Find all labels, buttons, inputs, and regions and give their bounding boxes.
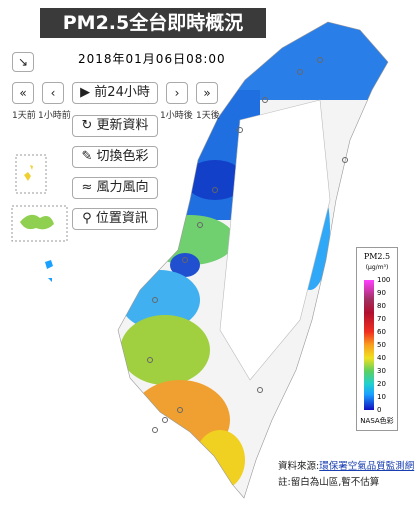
title: PM2.5全台即時概況 — [40, 8, 266, 38]
legend-tick-label: 20 — [377, 380, 386, 388]
island — [20, 214, 54, 230]
legend-tick-label: 100 — [377, 276, 391, 284]
button-label: 位置資訊 — [95, 211, 148, 226]
datetime: 2018年01月06日08:00 — [78, 52, 226, 66]
legend-unit: (μg/m³) — [365, 264, 389, 271]
next-button[interactable]: › — [166, 82, 188, 104]
button-label: 風力風向 — [96, 180, 149, 195]
color-button[interactable]: ✎ 切換色彩 — [72, 146, 158, 168]
penghu-box — [15, 154, 47, 194]
last-button[interactable]: » — [196, 82, 218, 104]
source-link[interactable]: 環保署空氣品質監測網 — [319, 461, 415, 472]
play-label: 前24小時 — [94, 85, 150, 100]
legend-note: NASA色彩 — [360, 417, 394, 425]
button-label: 更新資料 — [96, 118, 149, 133]
legend: PM2.5 (μg/m³) NASA色彩 100 90 80 70 60 50 40 30 20… — [356, 247, 398, 431]
legend-tick-label: 30 — [377, 367, 386, 375]
source: 資料來源:環保署空氣品質監測網 — [278, 458, 414, 472]
legend-tick-label: 90 — [377, 289, 386, 297]
legend-tick-label: 80 — [377, 302, 386, 310]
step-label: 1天前 — [12, 111, 36, 121]
legend-tick-label: 0 — [377, 406, 382, 414]
play-button[interactable]: ▶ 前24小時 — [72, 82, 158, 104]
wind-button[interactable]: ≈ 風力風向 — [72, 177, 158, 199]
legend-tick-label: 40 — [377, 354, 386, 362]
coastline — [117, 21, 389, 499]
refresh-button[interactable]: ↻ 更新資料 — [72, 115, 158, 137]
step-label: 1天後 — [196, 111, 220, 121]
footer-note: 註:留白為山區,暫不估算 — [278, 477, 380, 488]
kinmen-box — [11, 205, 68, 242]
source-label: 資料來源: — [278, 461, 320, 472]
collapse-button[interactable]: ↘ — [12, 52, 34, 72]
legend-title: PM2.5 — [363, 252, 391, 261]
island — [45, 260, 53, 282]
legend-tick-label: 50 — [377, 341, 386, 349]
legend-tick-label: 10 — [377, 393, 386, 401]
color-bar — [364, 280, 374, 410]
step-label: 1小時前 — [38, 111, 71, 121]
prev-button[interactable]: ‹ — [42, 82, 64, 104]
legend-tick-label: 60 — [377, 328, 386, 336]
step-label: 1小時後 — [160, 111, 193, 121]
stations — [147, 57, 348, 433]
location-button[interactable]: ⚲ 位置資訊 — [72, 208, 158, 230]
button-label: 切換色彩 — [96, 149, 149, 164]
first-button[interactable]: « — [12, 82, 34, 104]
legend-tick-label: 70 — [377, 315, 386, 323]
island — [24, 165, 33, 181]
